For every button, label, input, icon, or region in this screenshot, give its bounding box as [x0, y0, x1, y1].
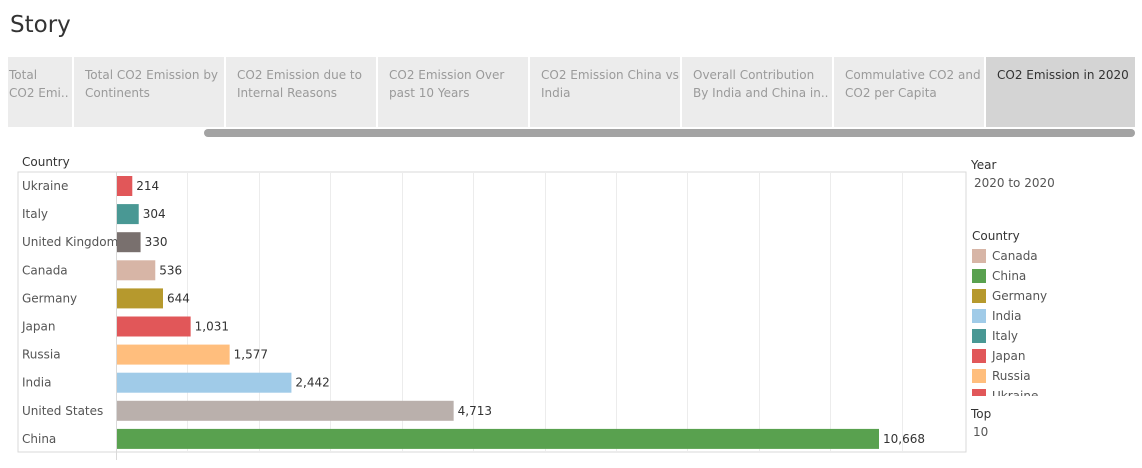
legend-swatch: [972, 369, 986, 383]
value-label-india: 2,442: [295, 376, 329, 390]
legend-label: India: [992, 309, 1022, 323]
legend-label: Canada: [992, 249, 1038, 263]
story-tab-label-line1: Commulative CO2 and: [845, 68, 981, 82]
bar-chart: Ukraine 214 Italy 304 United Kingdom 330 Canad…: [0, 150, 970, 468]
plot-frame: [17, 171, 967, 453]
legend-label: China: [992, 269, 1027, 283]
category-label-india: India: [22, 376, 51, 390]
year-filter-label: Year: [971, 158, 997, 172]
value-label-china: 10,668: [883, 432, 925, 446]
year-filter-value[interactable]: 2020 to 2020: [974, 176, 1055, 190]
category-label-russia: Russia: [22, 348, 61, 362]
country-legend: Canada China Germany India Italy Japan Russia U…: [972, 246, 1092, 396]
bar-italy[interactable]: [117, 204, 139, 225]
legend-swatch: [972, 269, 986, 283]
legend-item-ukraine[interactable]: Ukraine: [972, 386, 1092, 396]
country-legend-title: Country: [972, 229, 1020, 243]
value-label-united-kingdom: 330: [145, 235, 168, 249]
category-label-canada: Canada: [22, 263, 68, 277]
legend-item-china[interactable]: China: [972, 266, 1092, 286]
value-label-united-states: 4,713: [458, 404, 492, 418]
legend-item-russia[interactable]: Russia: [972, 366, 1092, 386]
story-title: Story: [10, 12, 71, 38]
legend-swatch: [972, 389, 986, 396]
story-tab-label-line1: Total CO2 Emission by: [85, 68, 219, 82]
legend-label: Russia: [992, 369, 1031, 383]
bar-united-kingdom[interactable]: [117, 232, 141, 253]
legend-item-italy[interactable]: Italy: [972, 326, 1092, 346]
story-tab-4[interactable]: CO2 Emission Over past 10 Years: [378, 57, 530, 127]
category-label-ukraine: Ukraine: [22, 179, 68, 193]
value-label-japan: 1,031: [195, 320, 229, 334]
legend-swatch: [972, 329, 986, 343]
legend-swatch: [972, 309, 986, 323]
story-tab-label-line2: Internal Reasons: [237, 86, 338, 100]
legend-label: Italy: [992, 329, 1019, 343]
bar-russia[interactable]: [117, 344, 230, 365]
story-tab-label-line2: CO2 Emi..: [9, 86, 69, 100]
legend-label: Germany: [992, 289, 1048, 303]
story-tab-label-line1: CO2 Emission due to: [237, 68, 362, 82]
bar-united-states[interactable]: [117, 400, 454, 421]
story-tab-label-line2: By India and China in..: [693, 86, 829, 100]
story-tab-6[interactable]: Overall Contribution By India and China i…: [682, 57, 834, 127]
top-filter-value[interactable]: 10: [973, 425, 989, 439]
story-tab-label-line1: CO2 Emission in 2020: [997, 68, 1129, 82]
top-filter-label: Top: [971, 407, 992, 421]
category-label-italy: Italy: [22, 207, 48, 221]
story-tab-8[interactable]: CO2 Emission in 2020: [986, 57, 1135, 127]
story-tab-5[interactable]: CO2 Emission China vs India: [530, 57, 682, 127]
legend-item-canada[interactable]: Canada: [972, 246, 1092, 266]
legend-item-germany[interactable]: Germany: [972, 286, 1092, 306]
story-tab-label-line2: CO2 per Capita: [845, 86, 937, 100]
story-tab-1[interactable]: Total CO2 Emi..: [8, 57, 74, 127]
story-tab-2[interactable]: Total CO2 Emission by Continents: [74, 57, 226, 127]
value-label-russia: 1,577: [234, 348, 268, 362]
category-label-germany: Germany: [22, 291, 77, 305]
value-label-germany: 644: [167, 291, 190, 305]
story-tab-label-line1: Overall Contribution: [693, 68, 815, 82]
category-label-japan: Japan: [21, 320, 55, 334]
story-tab-3[interactable]: CO2 Emission due to Internal Reasons: [226, 57, 378, 127]
legend-swatch: [972, 249, 986, 263]
bar-germany[interactable]: [117, 288, 163, 309]
chart-svg: Ukraine 214 Italy 304 United Kingdom 330 Canad…: [17, 171, 967, 460]
bar-ukraine[interactable]: [117, 176, 133, 196]
story-tab-label-line1: Total: [9, 68, 38, 82]
bar-canada[interactable]: [117, 260, 156, 281]
legend-item-india[interactable]: India: [972, 306, 1092, 326]
bar-india[interactable]: [117, 372, 292, 393]
bar-japan[interactable]: [117, 316, 191, 337]
story-tab-label-line2: past 10 Years: [389, 86, 470, 100]
story-tab-label-line1: CO2 Emission China vs: [541, 68, 679, 82]
story-tab-label-line1: CO2 Emission Over: [389, 68, 505, 82]
row-header-country: Country: [22, 155, 70, 169]
story-tab-label-line2: Continents: [85, 86, 150, 100]
legend-swatch: [972, 289, 986, 303]
bar-china[interactable]: [117, 428, 879, 449]
story-tab-7[interactable]: Commulative CO2 and CO2 per Capita: [834, 57, 986, 127]
legend-label: Ukraine: [992, 389, 1039, 396]
story-tabbar: Total CO2 Emi.. Total CO2 Emission by Conti…: [8, 57, 1135, 127]
legend-item-japan[interactable]: Japan: [972, 346, 1092, 366]
value-label-ukraine: 214: [136, 179, 159, 193]
value-label-italy: 304: [143, 207, 166, 221]
category-label-united-states: United States: [22, 404, 103, 418]
category-label-china: China: [22, 432, 56, 446]
legend-swatch: [972, 349, 986, 363]
tabbar-scrollbar[interactable]: [204, 129, 1135, 137]
story-tab-label-line2: India: [541, 86, 571, 100]
value-label-canada: 536: [159, 263, 182, 277]
category-label-united-kingdom: United Kingdom: [22, 235, 118, 249]
legend-label: Japan: [992, 349, 1026, 363]
